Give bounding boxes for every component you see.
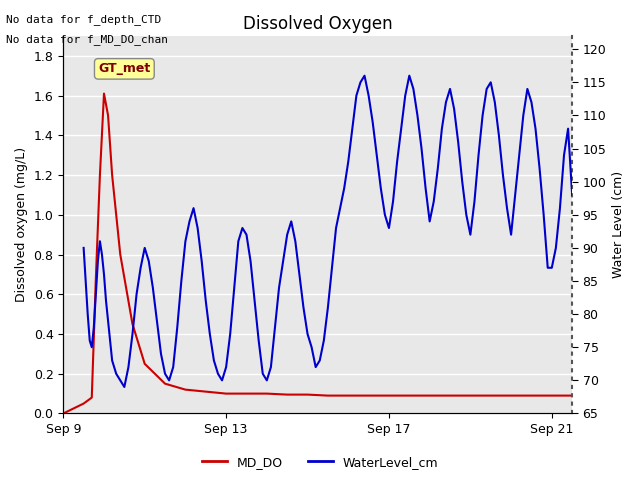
- Y-axis label: Water Level (cm): Water Level (cm): [612, 171, 625, 278]
- Text: No data for f_depth_CTD: No data for f_depth_CTD: [6, 14, 162, 25]
- Text: No data for f_MD_DO_chan: No data for f_MD_DO_chan: [6, 34, 168, 45]
- Legend: MD_DO, WaterLevel_cm: MD_DO, WaterLevel_cm: [196, 451, 444, 474]
- Title: Dissolved Oxygen: Dissolved Oxygen: [243, 15, 392, 33]
- Y-axis label: Dissolved oxygen (mg/L): Dissolved oxygen (mg/L): [15, 147, 28, 302]
- Text: GT_met: GT_met: [98, 62, 150, 75]
